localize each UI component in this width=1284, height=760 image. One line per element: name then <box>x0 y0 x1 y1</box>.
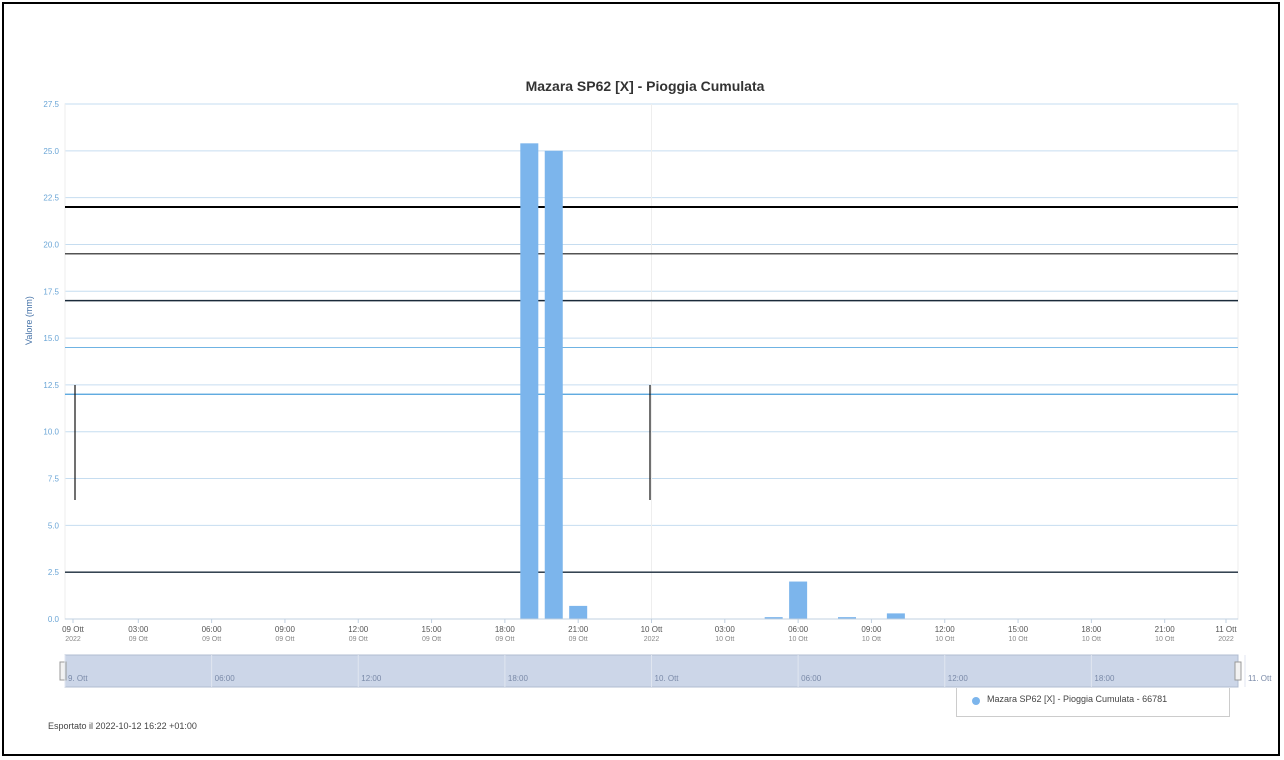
x-tick-sublabel: 09 Ott <box>349 636 368 643</box>
x-tick-sublabel: 09 Ott <box>569 636 588 643</box>
y-tick-label: 22.5 <box>43 194 59 203</box>
navigator-label: 06:00 <box>215 674 236 683</box>
x-tick-sublabel: 2022 <box>1218 636 1234 643</box>
x-tick-sublabel: 10 Ott <box>935 636 954 643</box>
x-tick-sublabel: 09 Ott <box>129 636 148 643</box>
legend-label[interactable]: Mazara SP62 [X] - Pioggia Cumulata - 667… <box>987 694 1168 704</box>
navigator-label: 12:00 <box>361 674 382 683</box>
x-tick-sublabel: 10 Ott <box>715 636 734 643</box>
x-tick-label: 11 Ott <box>1215 625 1237 634</box>
bar <box>520 143 539 619</box>
x-tick-label: 15:00 <box>1008 625 1029 634</box>
x-tick-sublabel: 09 Ott <box>422 636 441 643</box>
bar <box>886 613 905 619</box>
bar <box>569 605 588 619</box>
x-tick-label: 12:00 <box>935 625 956 634</box>
x-tick-sublabel: 10 Ott <box>1082 636 1101 643</box>
bar <box>838 617 856 619</box>
y-tick-label: 10.0 <box>43 428 59 437</box>
navigator-label: 12:00 <box>948 674 969 683</box>
x-tick-label: 15:00 <box>422 625 443 634</box>
x-tick-label: 06:00 <box>788 625 809 634</box>
navigator-label: 18:00 <box>1094 674 1115 683</box>
x-tick-label: 18:00 <box>1081 625 1102 634</box>
legend-marker-icon <box>972 697 980 705</box>
x-tick-sublabel: 2022 <box>65 636 81 643</box>
y-tick-label: 12.5 <box>43 381 59 390</box>
x-tick-sublabel: 10 Ott <box>1155 636 1174 643</box>
y-tick-label: 17.5 <box>43 287 59 296</box>
x-tick-sublabel: 10 Ott <box>862 636 881 643</box>
navigator-handle-left <box>59 661 67 681</box>
x-tick-sublabel: 09 Ott <box>202 636 221 643</box>
x-tick-label: 09:00 <box>275 625 296 634</box>
x-tick-sublabel: 10 Ott <box>1009 636 1028 643</box>
x-tick-label: 21:00 <box>568 625 589 634</box>
y-tick-label: 0.0 <box>48 615 60 624</box>
y-tick-label: 2.5 <box>48 568 60 577</box>
x-tick-label: 12:00 <box>348 625 369 634</box>
navigator-label: 9. Ott <box>68 674 88 683</box>
x-tick-label: 06:00 <box>202 625 223 634</box>
y-axis-title: Valore (mm) <box>24 296 34 345</box>
y-tick-label: 5.0 <box>48 521 60 530</box>
x-tick-label: 09:00 <box>861 625 882 634</box>
x-tick-label: 03:00 <box>715 625 736 634</box>
y-tick-label: 7.5 <box>48 475 60 484</box>
navigator-label: 11. Ott <box>1248 674 1272 683</box>
navigator-label: 18:00 <box>508 674 529 683</box>
x-tick-sublabel: 09 Ott <box>495 636 514 643</box>
legend[interactable]: Mazara SP62 [X] - Pioggia Cumulata - 667… <box>956 688 1230 717</box>
chart-title: Mazara SP62 [X] - Pioggia Cumulata <box>525 78 765 94</box>
x-tick-label: 03:00 <box>128 625 149 634</box>
navigator-label: 06:00 <box>801 674 822 683</box>
navigator-handle-right <box>1234 661 1242 681</box>
y-tick-label: 15.0 <box>43 334 59 343</box>
bar <box>789 581 808 619</box>
x-tick-label: 18:00 <box>495 625 516 634</box>
bar <box>764 617 783 619</box>
navigator-label: 10. Ott <box>655 674 680 683</box>
x-tick-sublabel: 2022 <box>644 636 660 643</box>
x-tick-label: 21:00 <box>1155 625 1176 634</box>
y-tick-label: 25.0 <box>43 147 59 156</box>
x-tick-label: 09 Ott <box>62 625 85 634</box>
y-tick-label: 27.5 <box>43 100 59 109</box>
bar <box>544 150 563 619</box>
export-timestamp: Esportato il 2022-10-12 16:22 +01:00 <box>48 721 197 731</box>
x-tick-label: 10 Ott <box>641 625 664 634</box>
y-tick-label: 20.0 <box>43 240 59 249</box>
x-tick-sublabel: 10 Ott <box>789 636 808 643</box>
x-tick-sublabel: 09 Ott <box>275 636 294 643</box>
